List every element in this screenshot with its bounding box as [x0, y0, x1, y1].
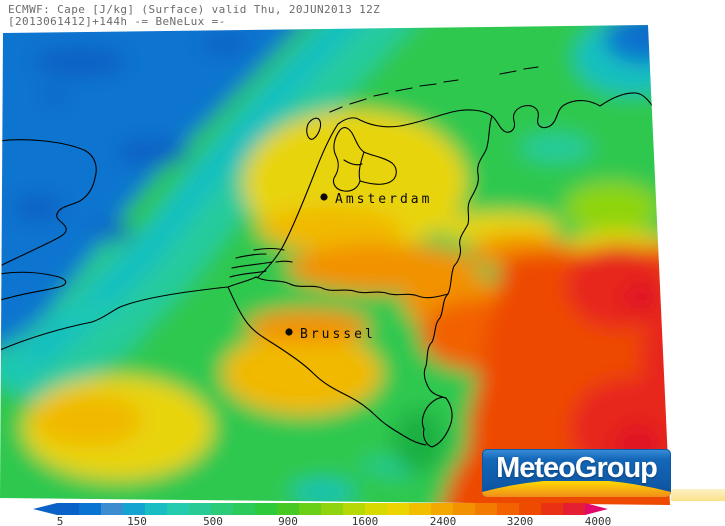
colorbar-segment — [409, 503, 432, 515]
colorbar-segment — [123, 503, 146, 515]
colorbar-segment — [57, 503, 80, 515]
colorbar-segment — [299, 503, 322, 515]
amsterdam-dot — [320, 193, 328, 201]
colorbar-tick-label: 900 — [278, 515, 298, 526]
dutch-west-coast — [257, 123, 339, 278]
texel-island — [306, 117, 322, 140]
ijsselmeer-flevoland — [332, 127, 397, 192]
colorbar-tick-label: 1600 — [352, 515, 379, 526]
colorbar-tick-label: 3200 — [507, 515, 534, 526]
fr-be-border — [227, 286, 427, 446]
colorbar-segment — [431, 503, 454, 515]
header-line-2: [2013061412]+144h -= BeNeLux =- — [8, 15, 226, 28]
city-markers: Amsterdam Brussel — [285, 192, 432, 342]
colorbar-segment — [189, 503, 212, 515]
colorbar-segment — [321, 503, 344, 515]
logo-swoosh-tail — [671, 489, 725, 501]
colorbar-segment — [387, 503, 410, 515]
colorbar-segment — [79, 503, 102, 515]
colorbar-segment — [255, 503, 278, 515]
colorbar-segment — [497, 503, 520, 515]
colorbar-segment — [101, 503, 124, 515]
colorbar-tick-label: 2400 — [430, 515, 457, 526]
colorbar-tick-label: 5 — [57, 515, 64, 526]
brussel-label: Brussel — [300, 327, 376, 342]
header-line-1: ECMWF: Cape [J/kg] (Surface) valid Thu, … — [8, 3, 381, 16]
colorbar-segment — [343, 503, 366, 515]
colorbar-segment — [145, 503, 168, 515]
colorbar-tick-label: 150 — [127, 515, 147, 526]
colorbar-segment — [365, 503, 388, 515]
meteogroup-logo: MeteoGroup — [482, 449, 671, 497]
colorbar-segment — [211, 503, 234, 515]
france-north-coast — [0, 276, 257, 351]
colorbar-tick-label: 4000 — [585, 515, 612, 526]
colorbar-segment — [453, 503, 476, 515]
amsterdam-label: Amsterdam — [335, 192, 432, 207]
england-east-coast — [0, 139, 97, 267]
wadden-islands — [329, 66, 539, 113]
colorbar-segment — [233, 503, 256, 515]
zeeland-delta — [229, 247, 293, 278]
logo-sunrise-arc — [482, 481, 671, 497]
meteogroup-logo-text: MeteoGroup — [496, 452, 658, 484]
coastline-border-lines — [0, 66, 656, 448]
north-coast-german-bight — [337, 92, 656, 133]
colorbar-right-arrow — [585, 503, 608, 515]
nl-de-border — [453, 115, 493, 267]
colorbar: 5 150 500 900 1600 2400 3200 4000 — [33, 503, 611, 526]
colorbar-tick-label: 500 — [203, 515, 223, 526]
colorbar-segment — [475, 503, 498, 515]
nl-be-border — [255, 276, 449, 299]
colorbar-segment — [519, 503, 542, 515]
england-se-coast — [0, 271, 67, 301]
colorbar-segment — [277, 503, 300, 515]
colorbar-segment — [167, 503, 190, 515]
colorbar-segment — [541, 503, 564, 515]
colorbar-left-arrow — [33, 503, 57, 515]
colorbar-segment — [563, 503, 586, 515]
luxembourg-border — [421, 396, 453, 448]
brussel-dot — [285, 328, 293, 336]
